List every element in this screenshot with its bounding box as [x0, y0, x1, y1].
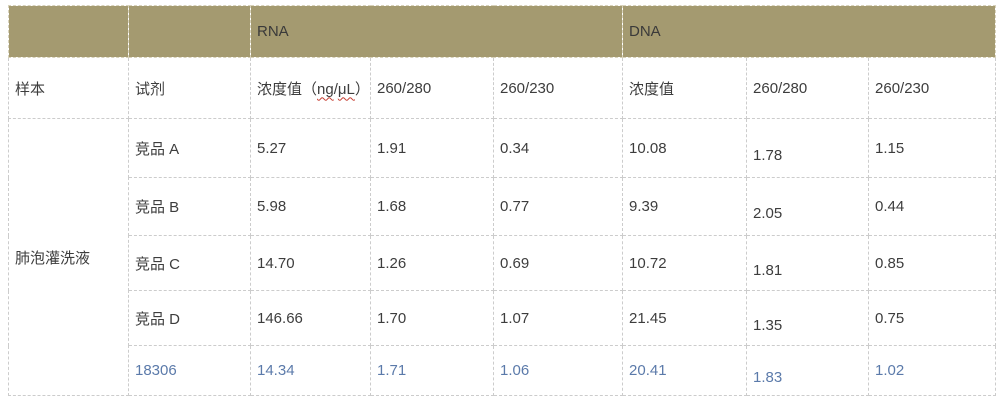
cell-dna-260-280: 2.05	[746, 177, 870, 236]
cell-dna-260-230: 0.44	[868, 177, 997, 236]
cell-dna-260-230: 0.85	[868, 235, 997, 291]
conc-label-suffix: ）	[354, 80, 370, 98]
col-header-reagent: 试剂	[128, 57, 251, 119]
cell-value: 1.81	[753, 261, 783, 279]
sample-group-cell: 肺泡灌洗液	[8, 118, 129, 396]
cell-dna-260-280: 1.78	[746, 118, 870, 178]
cell-rna-260-230: 0.34	[492, 118, 624, 178]
cell-reagent: 18306	[128, 345, 251, 396]
cell-reagent: 竞品 B	[128, 177, 251, 236]
cell-reagent: 竞品 A	[128, 118, 251, 178]
cell-dna-concentration: 10.72	[622, 235, 748, 291]
group-header-empty-sample	[8, 5, 129, 58]
cell-reagent: 竞品 C	[128, 235, 251, 291]
cell-rna-260-280: 1.70	[370, 290, 494, 346]
cell-rna-260-230: 0.69	[492, 235, 624, 291]
table-row-reagent-18306: 18306 14.34 1.71 1.06 20.41 1.83 1.02	[9, 345, 997, 396]
table-row-reagent-c: 竞品 C 14.70 1.26 0.69 10.72 1.81 0.85	[9, 235, 997, 291]
group-header-rna: RNA	[249, 5, 624, 58]
cell-value: 1.78	[753, 146, 783, 164]
cell-rna-260-230: 0.77	[492, 177, 624, 236]
nucleic-acid-results-table: RNA DNA 样本 试剂 浓度值（ng/μL） 260/280 260/230…	[8, 5, 997, 396]
cell-value: 2.05	[753, 205, 783, 222]
table-row-reagent-b: 竞品 B 5.98 1.68 0.77 9.39 2.05 0.44	[9, 177, 997, 236]
table-row-reagent-d: 竞品 D 146.66 1.70 1.07 21.45 1.35 0.75	[9, 290, 997, 346]
conc-label-slash: /	[333, 80, 338, 98]
cell-rna-260-230: 1.06	[492, 345, 624, 396]
cell-rna-concentration: 14.70	[250, 235, 371, 291]
cell-dna-260-230: 0.75	[868, 290, 997, 346]
cell-dna-concentration: 10.08	[622, 118, 748, 178]
cell-dna-260-280: 1.81	[746, 235, 870, 291]
col-header-dna-concentration: 浓度值	[622, 57, 748, 119]
cell-value: 1.83	[753, 369, 783, 386]
col-header-dna-260-230: 260/230	[868, 57, 997, 119]
cell-rna-260-280: 1.91	[370, 118, 494, 178]
cell-rna-260-280: 1.71	[370, 345, 494, 396]
group-header-empty-reagent	[128, 5, 251, 58]
cell-dna-concentration: 21.45	[622, 290, 748, 346]
col-header-rna-260-280: 260/280	[370, 57, 494, 119]
cell-dna-concentration: 20.41	[622, 345, 748, 396]
group-header-dna: DNA	[622, 5, 997, 58]
col-header-dna-260-280: 260/280	[746, 57, 870, 119]
conc-label-prefix: 浓度值（	[257, 80, 318, 98]
cell-reagent: 竞品 D	[128, 290, 251, 346]
column-header-row: 样本 试剂 浓度值（ng/μL） 260/280 260/230 浓度值 260…	[8, 57, 997, 119]
cell-rna-concentration: 5.27	[250, 118, 371, 178]
cell-dna-260-230: 1.02	[868, 345, 997, 396]
conc-label-ng-misspell: ng	[317, 80, 334, 98]
cell-rna-concentration: 146.66	[250, 290, 371, 346]
col-header-sample: 样本	[8, 57, 129, 119]
cell-rna-260-280: 1.26	[370, 235, 494, 291]
cell-rna-concentration: 14.34	[250, 345, 371, 396]
cell-rna-260-230: 1.07	[492, 290, 624, 346]
cell-dna-260-230: 1.15	[868, 118, 997, 178]
group-header-row: RNA DNA	[8, 5, 997, 58]
col-header-rna-concentration: 浓度值（ng/μL）	[250, 57, 371, 119]
cell-rna-260-280: 1.68	[370, 177, 494, 236]
col-header-rna-260-230: 260/230	[492, 57, 624, 119]
cell-rna-concentration: 5.98	[250, 177, 371, 236]
cell-dna-concentration: 9.39	[622, 177, 748, 236]
table-row-reagent-a: 肺泡灌洗液 竞品 A 5.27 1.91 0.34 10.08 1.78 1.1…	[8, 118, 997, 396]
cell-dna-260-280: 1.83	[746, 345, 870, 396]
cell-value: 1.35	[753, 316, 783, 334]
conc-label-ul-misspell: μL	[337, 80, 355, 98]
cell-dna-260-280: 1.35	[746, 290, 870, 346]
